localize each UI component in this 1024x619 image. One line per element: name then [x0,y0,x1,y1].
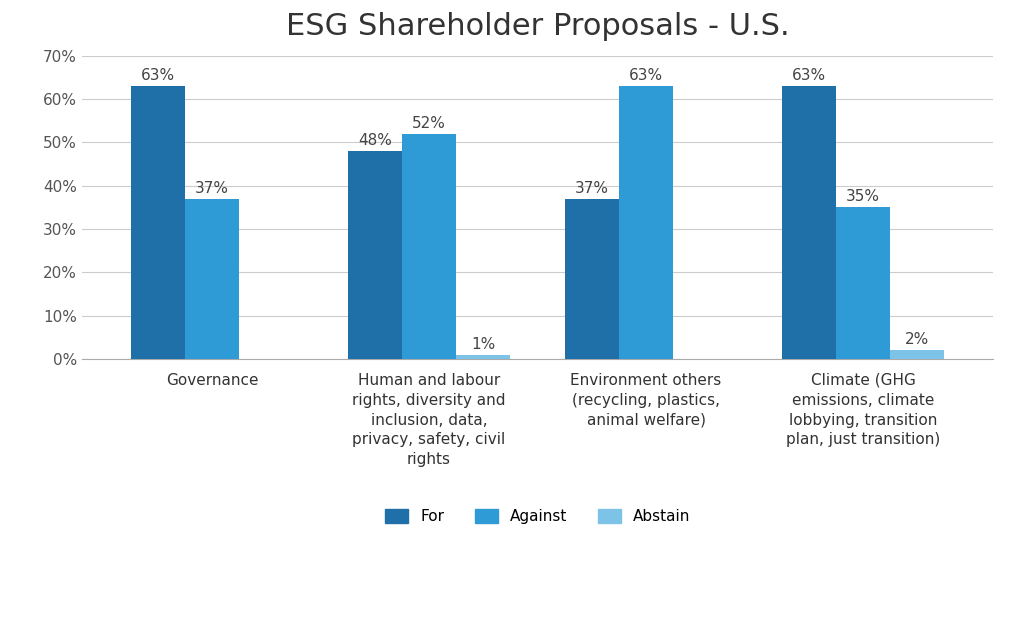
Text: 2%: 2% [905,332,930,347]
Bar [131,86,185,359]
Text: 63%: 63% [792,68,826,83]
Bar [618,86,673,359]
Text: 35%: 35% [846,189,880,204]
Text: 48%: 48% [358,133,392,148]
Text: 63%: 63% [629,68,664,83]
Title: ESG Shareholder Proposals - U.S.: ESG Shareholder Proposals - U.S. [286,12,790,41]
Text: 1%: 1% [471,337,496,352]
Bar [836,207,890,359]
Bar [890,350,944,359]
Bar [781,86,836,359]
Bar [348,151,402,359]
Bar [457,355,511,359]
Bar [185,199,240,359]
Text: 63%: 63% [141,68,175,83]
Bar [564,199,618,359]
Legend: For, Against, Abstain: For, Against, Abstain [379,503,696,530]
Text: 37%: 37% [574,181,609,196]
Bar [402,134,457,359]
Text: 52%: 52% [413,116,446,131]
Text: 37%: 37% [196,181,229,196]
